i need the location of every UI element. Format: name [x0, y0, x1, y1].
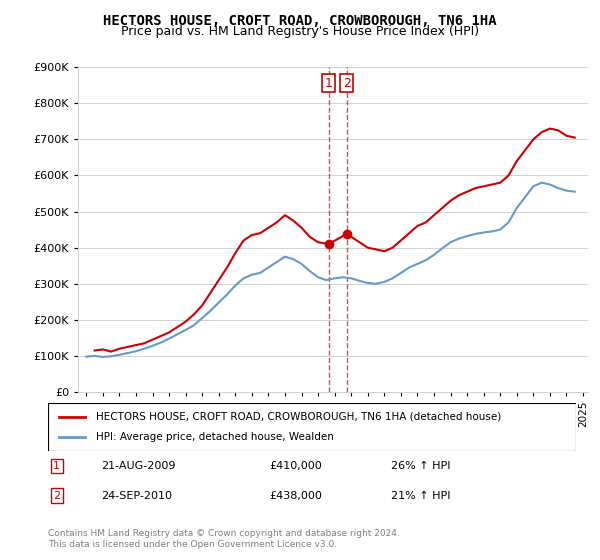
Text: HECTORS HOUSE, CROFT ROAD, CROWBOROUGH, TN6 1HA (detached house): HECTORS HOUSE, CROFT ROAD, CROWBOROUGH, …: [95, 412, 501, 422]
Text: 1: 1: [325, 77, 332, 90]
Text: 2: 2: [343, 77, 350, 90]
Text: 2: 2: [53, 491, 61, 501]
Text: 21-AUG-2009: 21-AUG-2009: [101, 461, 175, 471]
Text: £438,000: £438,000: [270, 491, 323, 501]
Text: 24-SEP-2010: 24-SEP-2010: [101, 491, 172, 501]
Text: HPI: Average price, detached house, Wealden: HPI: Average price, detached house, Weal…: [95, 432, 334, 442]
Text: 26% ↑ HPI: 26% ↑ HPI: [391, 461, 451, 471]
Text: 1: 1: [53, 461, 60, 471]
FancyBboxPatch shape: [48, 403, 576, 451]
Text: HECTORS HOUSE, CROFT ROAD, CROWBOROUGH, TN6 1HA: HECTORS HOUSE, CROFT ROAD, CROWBOROUGH, …: [103, 14, 497, 28]
Text: Price paid vs. HM Land Registry's House Price Index (HPI): Price paid vs. HM Land Registry's House …: [121, 25, 479, 38]
Text: 21% ↑ HPI: 21% ↑ HPI: [391, 491, 451, 501]
Text: £410,000: £410,000: [270, 461, 323, 471]
Text: Contains HM Land Registry data © Crown copyright and database right 2024.
This d: Contains HM Land Registry data © Crown c…: [48, 529, 400, 549]
